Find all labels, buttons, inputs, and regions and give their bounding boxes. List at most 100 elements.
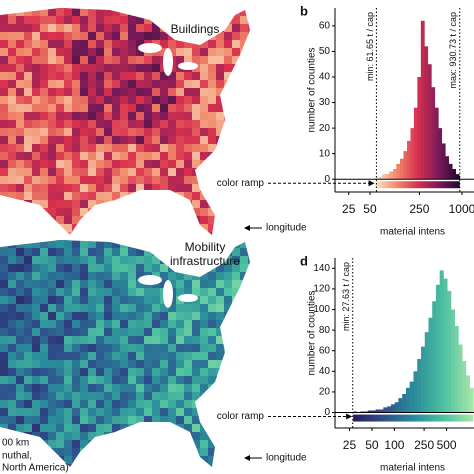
map-cell (120, 344, 129, 353)
map-cell (192, 48, 201, 57)
map-cell (136, 320, 145, 329)
map-cell (168, 40, 177, 49)
map-cell (128, 336, 137, 345)
y-tick-label: 0 (324, 174, 330, 185)
map-cell (248, 104, 250, 113)
panel-label: d (300, 253, 308, 268)
map-cell (176, 216, 185, 225)
map-cell (8, 352, 17, 361)
map-cell (208, 304, 217, 313)
map-cell (128, 112, 137, 121)
map-cell (0, 280, 9, 289)
map-cell (208, 448, 217, 457)
x-tick-label: 1000 (449, 202, 474, 216)
map-cell (56, 88, 65, 97)
map-cell (208, 40, 217, 49)
map-cell (0, 184, 9, 193)
map-cell (144, 32, 153, 41)
map-cell (216, 208, 225, 217)
map-cell (168, 464, 177, 467)
map-cell (8, 392, 17, 401)
map-cell (192, 176, 201, 185)
map-cell (176, 384, 185, 393)
bar (375, 176, 380, 180)
map-cell (144, 432, 153, 441)
map-cell (120, 160, 129, 169)
map-cell (128, 312, 137, 321)
map-cell (40, 256, 49, 265)
map-cell (40, 64, 49, 73)
map-cell (128, 56, 137, 65)
map-cell (80, 376, 89, 385)
map-cell (176, 128, 185, 137)
map-cell (8, 272, 17, 281)
map-cell (40, 344, 49, 353)
map-cell (8, 424, 17, 433)
map-cell (24, 208, 33, 217)
map-cell (240, 360, 249, 369)
map-cell (160, 392, 169, 401)
map-cell (112, 272, 121, 281)
map-cell (112, 368, 121, 377)
map-cell (56, 208, 65, 217)
map-cell (248, 304, 250, 313)
map-cell (104, 360, 113, 369)
map-cell (128, 416, 137, 425)
lake (138, 43, 162, 53)
map-cell (24, 360, 33, 369)
map-cell (48, 152, 57, 161)
map-cell (32, 160, 41, 169)
map-cell (24, 16, 33, 25)
map-cell (160, 8, 169, 17)
map-cell (168, 88, 177, 97)
map-cell (40, 128, 49, 137)
map-cell (160, 368, 169, 377)
map-cell (240, 80, 249, 89)
map-cell (104, 208, 113, 217)
map-cell (168, 360, 177, 369)
map-cell (216, 336, 225, 345)
map-cell (72, 176, 81, 185)
map-cell (56, 32, 65, 41)
map-cell (224, 88, 233, 97)
map-cell (80, 112, 89, 121)
map-cell (56, 64, 65, 73)
map-cell (112, 56, 121, 65)
map-cell (216, 120, 225, 129)
map-cell (72, 256, 81, 265)
map-cell (32, 40, 41, 49)
map-cell (48, 72, 57, 81)
bar (427, 64, 432, 180)
map-cell (128, 424, 137, 433)
map-cell (64, 112, 73, 121)
map-cell (104, 168, 113, 177)
map-cell (112, 456, 121, 465)
map-cell (216, 384, 225, 393)
map-cell (136, 448, 145, 457)
map-cell (184, 312, 193, 321)
map-cell (144, 144, 153, 153)
y-tick-label: 40 (319, 72, 331, 83)
map-cell (88, 144, 97, 153)
map-cell (184, 400, 193, 409)
map-cell (224, 200, 233, 209)
map-cell (80, 288, 89, 297)
map-cell (168, 456, 177, 465)
map-cell (112, 8, 121, 9)
map-cell (80, 128, 89, 137)
map-cell (184, 384, 193, 393)
map-cell (40, 80, 49, 89)
map-cell (0, 392, 9, 401)
map-cell (0, 144, 9, 153)
map-cell (56, 336, 65, 345)
map-cell (112, 344, 121, 353)
map-cell (64, 64, 73, 73)
map-cell (248, 448, 250, 457)
map-cell (232, 16, 241, 25)
map-cell (24, 416, 33, 425)
map-cell (152, 80, 161, 89)
map-cell (232, 24, 241, 33)
map-cell (144, 384, 153, 393)
map-cell (16, 256, 25, 265)
x-tick-label: 100 (384, 438, 404, 452)
